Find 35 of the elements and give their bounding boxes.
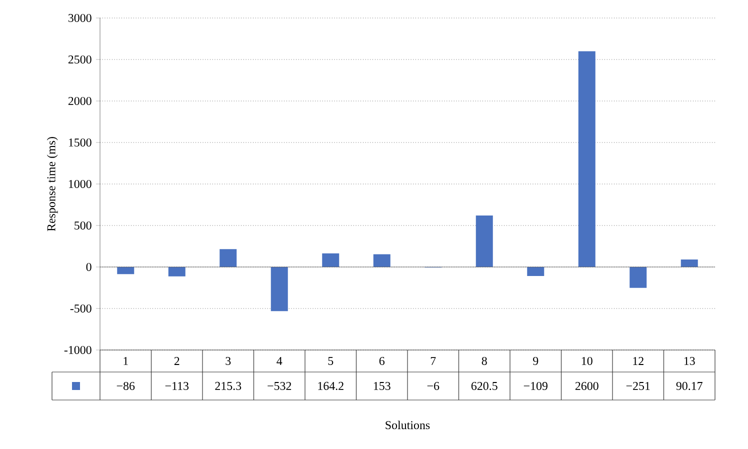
x-tick-label: 7 [430,357,436,365]
x-tick-label: 1 [124,357,128,365]
y-tick-label: 3000 [68,14,92,22]
y-tick-label: -1000 [64,346,92,354]
y-tick-label: 2000 [68,96,92,106]
data-label: 620.5 [471,382,498,390]
data-label: −113 [165,382,189,390]
x-tick-label: 4 [276,357,282,365]
x-tick-label: 12 [633,357,644,365]
x-axis-title: Solutions [386,420,430,430]
data-label: −109 [524,382,548,390]
data-label: 2600 [575,382,598,390]
data-label: 90.17 [676,382,702,390]
y-tick-label: 1500 [68,138,92,147]
y-tick-label: 2500 [68,55,92,64]
x-tick-label: 13 [684,356,695,365]
data-label: 215.3 [215,382,242,390]
data-label: −86 [116,382,135,390]
data-label: −251 [626,382,650,390]
x-tick-label: 3 [226,356,231,365]
x-tick-label: 9 [533,356,538,365]
x-tick-label: 10 [582,356,592,366]
y-tick-label: 1000 [68,180,92,188]
data-label: 153 [374,382,390,390]
data-label: −6 [427,382,440,390]
y-tick-label: 0 [86,262,92,272]
y-axis-title: Response time (ms) [46,137,58,232]
x-tick-label: 2 [174,357,180,365]
data-label: 164.2 [318,382,344,390]
x-tick-label: 5 [328,357,334,365]
y-tick-label: 500 [74,221,92,230]
data-label: −532 [268,382,292,390]
x-tick-label: 8 [482,356,487,366]
y-tick-label: -500 [70,304,92,313]
x-tick-label: 6 [379,356,385,365]
